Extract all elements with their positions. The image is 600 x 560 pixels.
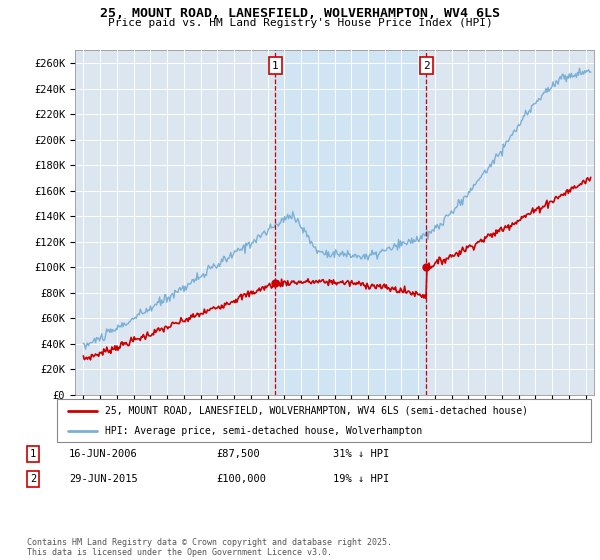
Bar [275, 50, 427, 395]
Text: 2: 2 [423, 60, 430, 71]
Text: 29-JUN-2015: 29-JUN-2015 [69, 474, 138, 484]
Text: £100,000: £100,000 [216, 474, 266, 484]
Text: HPI: Average price, semi-detached house, Wolverhampton: HPI: Average price, semi-detached house,… [105, 427, 422, 436]
Text: Price paid vs. HM Land Registry's House Price Index (HPI): Price paid vs. HM Land Registry's House … [107, 18, 493, 28]
Text: 25, MOUNT ROAD, LANESFIELD, WOLVERHAMPTON, WV4 6LS: 25, MOUNT ROAD, LANESFIELD, WOLVERHAMPTO… [100, 7, 500, 20]
Text: 2: 2 [30, 474, 36, 484]
FancyBboxPatch shape [57, 399, 591, 442]
Text: 16-JUN-2006: 16-JUN-2006 [69, 449, 138, 459]
Text: £87,500: £87,500 [216, 449, 260, 459]
Text: 31% ↓ HPI: 31% ↓ HPI [333, 449, 389, 459]
Text: 19% ↓ HPI: 19% ↓ HPI [333, 474, 389, 484]
Text: 1: 1 [272, 60, 278, 71]
Text: 1: 1 [30, 449, 36, 459]
Text: 25, MOUNT ROAD, LANESFIELD, WOLVERHAMPTON, WV4 6LS (semi-detached house): 25, MOUNT ROAD, LANESFIELD, WOLVERHAMPTO… [105, 405, 528, 416]
Text: Contains HM Land Registry data © Crown copyright and database right 2025.
This d: Contains HM Land Registry data © Crown c… [27, 538, 392, 557]
